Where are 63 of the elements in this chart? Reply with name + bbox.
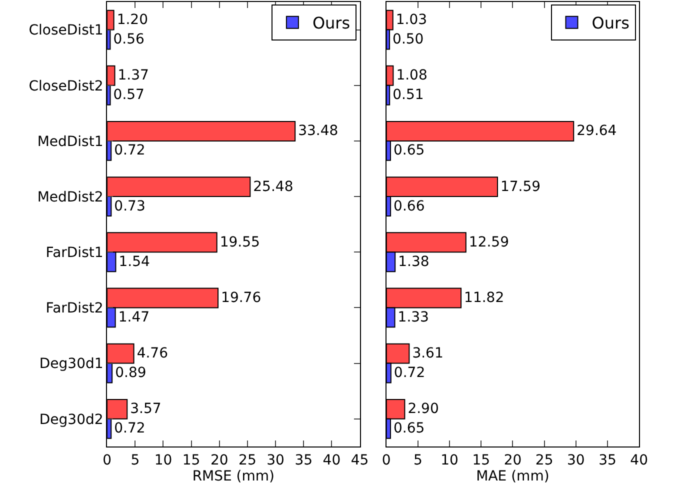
data-label: 25.48 [253, 178, 294, 195]
x-tick-label: 25 [535, 452, 554, 468]
x-tick-label: 45 [350, 452, 369, 468]
data-label: 29.64 [576, 123, 617, 140]
x-tick-label: 0 [102, 452, 112, 468]
data-label: 17.59 [500, 178, 541, 195]
y-tick-label: MedDist1 [37, 134, 104, 150]
x-tick-label: 20 [210, 452, 228, 468]
x-tick-label: 30 [266, 452, 284, 468]
data-label: 0.65 [393, 420, 425, 437]
y-tick-label: Deg30d1 [39, 356, 104, 372]
data-label: 2.90 [408, 401, 439, 418]
data-label: 1.47 [118, 309, 150, 326]
data-label: 19.55 [220, 234, 260, 250]
x-axis-title: RMSE (mm) [192, 468, 275, 484]
legend-label: Ours [592, 14, 630, 33]
data-label: 33.48 [298, 123, 338, 140]
data-label: 1.20 [116, 12, 148, 28]
data-label: 0.72 [114, 142, 146, 159]
data-label: 0.51 [392, 87, 424, 104]
y-tick-label: CloseDist2 [28, 78, 104, 94]
x-tick-label: 5 [130, 452, 140, 468]
data-label: 3.61 [412, 346, 444, 362]
data-label: 0.72 [394, 365, 426, 382]
x-tick-label: 5 [414, 452, 422, 468]
x-tick-label: 20 [504, 452, 522, 468]
data-label: 0.65 [393, 142, 425, 159]
data-label: 11.82 [464, 290, 504, 306]
y-tick-label: FarDist2 [46, 300, 104, 317]
data-label: 3.57 [130, 401, 162, 418]
data-label: 19.76 [221, 290, 262, 306]
data-label: 4.76 [136, 346, 168, 362]
x-tick-label: 10 [154, 452, 172, 468]
x-tick-label: 30 [566, 452, 585, 468]
x-tick-label: 40 [322, 452, 341, 468]
data-label: 1.03 [396, 12, 428, 28]
x-tick-label: 10 [440, 452, 458, 468]
data-label: 1.37 [118, 68, 149, 84]
x-tick-label: 35 [294, 452, 313, 468]
data-label: 1.08 [396, 68, 428, 84]
x-tick-label: 0 [382, 452, 391, 468]
data-label: 12.59 [468, 234, 510, 250]
data-label: 1.33 [398, 309, 429, 326]
y-tick-label: FarDist1 [46, 245, 104, 262]
x-tick-label: 35 [598, 452, 616, 468]
x-axis-title: MAE (mm) [476, 468, 550, 484]
data-label: 0.66 [394, 198, 425, 214]
data-label: 0.56 [113, 32, 144, 48]
data-label: 0.57 [113, 87, 144, 104]
data-label: 1.38 [398, 254, 430, 270]
data-label: 0.72 [114, 420, 146, 437]
x-tick-label: 40 [630, 452, 648, 468]
data-label: 0.50 [392, 32, 424, 48]
y-tick-label: CloseDist1 [28, 22, 104, 39]
x-tick-label: 15 [182, 452, 200, 468]
data-label: 1.54 [118, 254, 150, 270]
data-label: 0.89 [115, 365, 146, 382]
y-tick-label: Deg30d2 [39, 412, 104, 428]
legend-label: Ours [312, 14, 350, 33]
data-label: 0.73 [114, 198, 146, 214]
y-tick-label: MedDist2 [37, 189, 104, 206]
x-tick-label: 25 [238, 452, 256, 468]
x-tick-label: 15 [472, 452, 490, 468]
